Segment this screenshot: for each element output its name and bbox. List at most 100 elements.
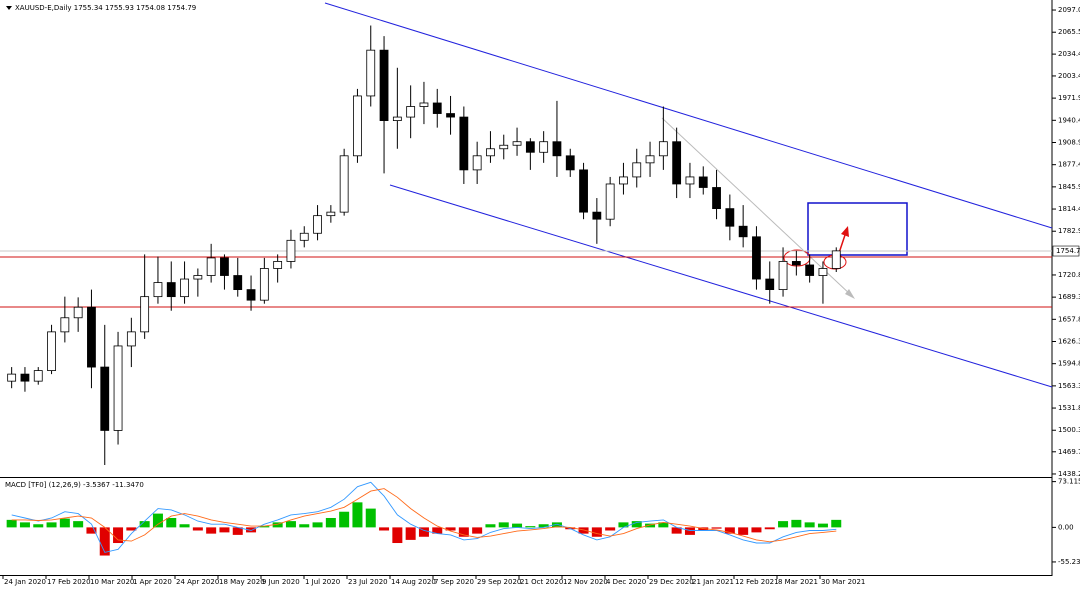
- histogram-bar: [365, 508, 376, 528]
- histogram-bar: [645, 523, 656, 528]
- candle-body: [299, 232, 309, 241]
- candle-body: [605, 183, 615, 220]
- menu-arrow: [6, 6, 12, 10]
- candle-body: [20, 373, 30, 382]
- candle-body: [233, 275, 243, 291]
- candle-body: [419, 102, 429, 107]
- candle-body: [446, 113, 455, 118]
- y-tick-label: 2065.50: [1058, 28, 1080, 36]
- candle-body: [698, 176, 708, 188]
- histogram-bar: [259, 526, 270, 528]
- candle-body: [7, 373, 17, 382]
- trend-line: [661, 117, 853, 297]
- histogram-bar: [325, 517, 336, 528]
- candle-body: [765, 278, 775, 291]
- price-label: 1754.79: [1056, 247, 1080, 255]
- candle-body: [60, 317, 70, 333]
- candle-body: [579, 169, 588, 213]
- candle-body: [180, 278, 189, 298]
- histogram-bar: [379, 527, 390, 531]
- candle-body: [539, 141, 549, 153]
- candle-body: [472, 155, 482, 171]
- candle-body: [645, 155, 655, 164]
- chart-title: XAUUSD-E,Daily 1755.34 1755.93 1754.08 1…: [15, 4, 196, 12]
- y-tick-label: 1563.30: [1058, 382, 1080, 390]
- candle-body: [392, 116, 402, 121]
- y-tick-label: 1782.90: [1058, 227, 1080, 235]
- x-tick-label: 1 Apr 2020: [133, 578, 172, 586]
- histogram-bar: [445, 527, 456, 531]
- candle-body: [459, 116, 469, 171]
- x-tick-label: 10 Mar 2020: [90, 578, 134, 586]
- histogram-bar: [113, 527, 124, 544]
- candle-body: [100, 366, 110, 431]
- y-tick-label: 1940.40: [1058, 116, 1080, 124]
- x-tick-label: 21 Oct 2020: [520, 578, 563, 586]
- histogram-bar: [724, 527, 735, 534]
- histogram-bar: [551, 522, 562, 528]
- y-tick-label: 1814.40: [1058, 205, 1080, 213]
- histogram-bar: [46, 522, 57, 528]
- candle-body: [499, 144, 509, 150]
- histogram-bar: [246, 527, 257, 533]
- histogram-bar: [738, 527, 749, 535]
- histogram-bar: [817, 523, 828, 528]
- histogram-bar: [206, 527, 217, 534]
- candle-body: [113, 345, 123, 431]
- histogram-bar: [485, 524, 496, 528]
- candle-body: [632, 162, 642, 178]
- histogram-bar: [498, 522, 509, 528]
- y-tick-label: 1594.80: [1058, 360, 1080, 368]
- candle-body: [685, 176, 695, 185]
- candle-body: [47, 331, 56, 371]
- candle-body: [326, 211, 336, 217]
- x-tick-label: 17 Feb 2020: [47, 578, 91, 586]
- macd-line: [11, 488, 837, 543]
- target-box: [807, 202, 908, 256]
- histogram-bar: [631, 521, 642, 528]
- candle-body: [831, 250, 841, 269]
- histogram-bar: [19, 522, 30, 528]
- y-tick-label: 73.115: [1058, 478, 1080, 486]
- candle-body: [366, 49, 376, 97]
- y-tick-label: 2003.40: [1058, 72, 1080, 80]
- y-tick-label: 1626.30: [1058, 338, 1080, 346]
- histogram-bar: [778, 521, 789, 528]
- y-tick-label: 1877.40: [1058, 161, 1080, 169]
- candle-body: [525, 141, 535, 153]
- candle-body: [87, 306, 96, 368]
- candle-body: [512, 141, 522, 146]
- histogram-bar: [525, 526, 536, 528]
- y-tick-label: 1469.70: [1058, 448, 1080, 456]
- histogram-bar: [538, 524, 549, 528]
- histogram-bar: [618, 522, 629, 528]
- histogram-bar: [179, 524, 190, 528]
- candle-body: [339, 155, 349, 213]
- histogram-bar: [339, 511, 350, 528]
- candle-body: [725, 208, 735, 227]
- candle-body: [73, 306, 83, 319]
- histogram-bar: [472, 527, 483, 534]
- price-box: [1052, 245, 1080, 257]
- histogram-bar: [458, 527, 469, 537]
- histogram-bar: [791, 519, 802, 528]
- histogram-bar: [418, 527, 429, 537]
- histogram-bar: [512, 523, 523, 528]
- x-tick-label: 12 Nov 2020: [563, 578, 608, 586]
- candle-body: [712, 187, 721, 210]
- histogram-bar: [139, 521, 150, 528]
- y-tick-label: 1531.80: [1058, 404, 1080, 412]
- candle-body: [565, 155, 575, 171]
- x-tick-label: 9 Jun 2020: [262, 578, 300, 586]
- histogram-bar: [192, 527, 203, 531]
- histogram-bar: [671, 527, 682, 534]
- candle-body: [273, 261, 283, 269]
- histogram-bar: [711, 527, 722, 529]
- histogram-bar: [764, 527, 775, 530]
- candle-body: [406, 106, 416, 118]
- y-tick-label: 2034.40: [1058, 50, 1080, 58]
- x-tick-label: 29 Sep 2020: [477, 578, 521, 586]
- histogram-bar: [591, 527, 602, 537]
